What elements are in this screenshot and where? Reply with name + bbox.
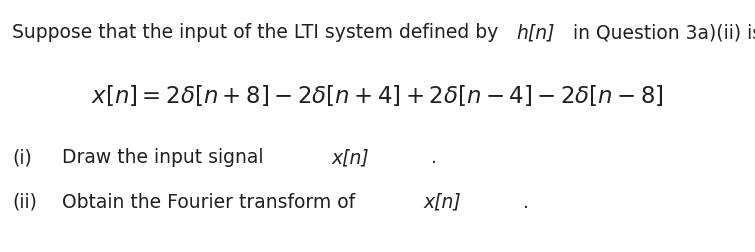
Text: $x[n] = 2\delta[n+8] - 2\delta[n+4] + 2\delta[n-4] - 2\delta[n-8]$: $x[n] = 2\delta[n+8] - 2\delta[n+4] + 2\… xyxy=(91,83,664,108)
Text: Draw the input signal: Draw the input signal xyxy=(62,147,270,166)
Text: .: . xyxy=(523,192,528,211)
Text: (i): (i) xyxy=(12,147,32,166)
Text: h[n]: h[n] xyxy=(516,23,555,42)
Text: Suppose that the input of the LTI system defined by: Suppose that the input of the LTI system… xyxy=(12,23,504,42)
Text: in Question 3a)(ii) is: in Question 3a)(ii) is xyxy=(567,23,755,42)
Text: x[n]: x[n] xyxy=(423,192,461,211)
Text: .: . xyxy=(431,147,437,166)
Text: (ii): (ii) xyxy=(12,192,37,211)
Text: Obtain the Fourier transform of: Obtain the Fourier transform of xyxy=(62,192,361,211)
Text: x[n]: x[n] xyxy=(331,147,369,166)
